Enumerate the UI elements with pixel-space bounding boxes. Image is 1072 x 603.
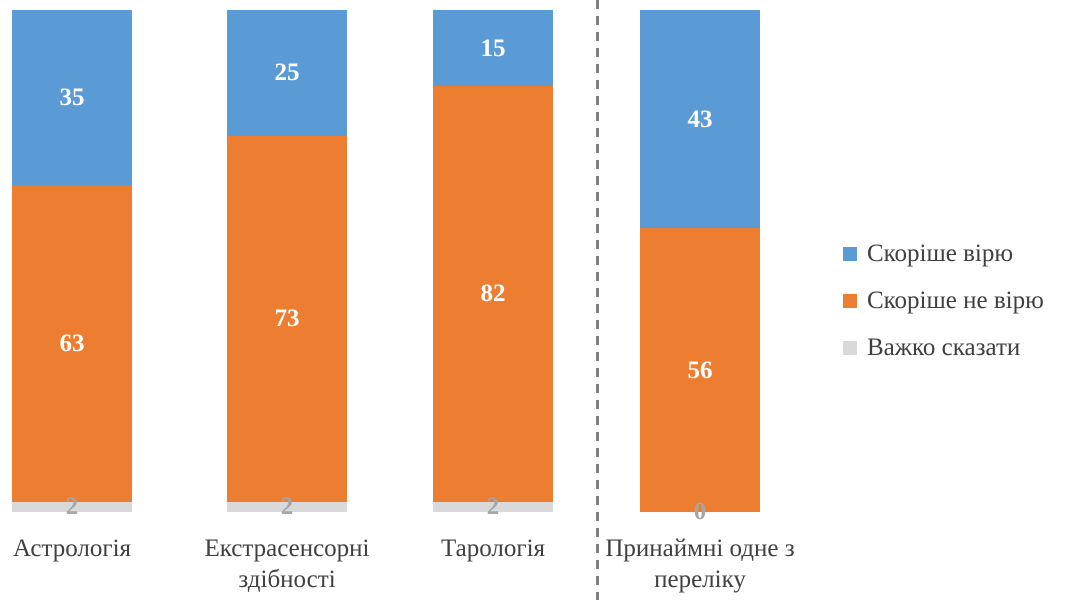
category-label: Екстрасенсорні здібності: [204, 535, 370, 593]
bar-segment: 56: [640, 228, 760, 512]
segment-value-label: 2: [486, 493, 500, 521]
legend-label: Важко сказати: [867, 334, 1021, 361]
bar-column: 43 56 0: [640, 10, 760, 524]
segment-value-label: 15: [480, 34, 506, 62]
category-label: Принаймні одне з переліку: [605, 535, 795, 593]
bar-segment: 2: [227, 494, 347, 519]
bar-segment: 73: [227, 135, 347, 502]
segment-value-label: 82: [480, 280, 506, 308]
bar-segment: 2: [433, 494, 553, 519]
category-label: Астрологія: [12, 535, 132, 562]
bar-segment: 2: [12, 494, 132, 519]
bar-segment: 43: [640, 10, 760, 229]
bar-segment: 15: [433, 10, 553, 87]
segment-value-label: 2: [65, 493, 79, 521]
bar-segment: 63: [12, 185, 132, 502]
legend: Скоріше вірю Скоріше не вірю Важко сказати: [843, 240, 1044, 362]
segment-value-label: 43: [687, 105, 713, 133]
legend-item: Скоріше не вірю: [843, 287, 1044, 315]
segment-value-label: 56: [687, 356, 713, 384]
bar-segment: 25: [227, 10, 347, 136]
legend-label: Скоріше вірю: [867, 240, 1014, 267]
segment-value-label: 35: [59, 84, 85, 112]
bar-segment: 82: [433, 86, 553, 502]
legend-swatch-icon: [843, 341, 857, 355]
segment-value-label: 63: [59, 330, 85, 358]
legend-item: Скоріше вірю: [843, 240, 1044, 268]
segment-value-label: 73: [274, 305, 300, 333]
category-label: Тарологія: [440, 535, 546, 562]
bar-column: 25 73 2: [227, 10, 347, 519]
segment-value-label: 25: [274, 59, 300, 87]
legend-swatch-icon: [843, 294, 857, 308]
segment-value-label: 2: [280, 493, 294, 521]
bar-column: 35 63 2: [12, 10, 132, 519]
segment-value-label: 0: [693, 498, 707, 526]
legend-label: Скоріше не вірю: [867, 287, 1044, 314]
legend-item: Важко сказати: [843, 334, 1044, 362]
bar-segment: 35: [12, 10, 132, 186]
dashed-separator-line: [596, 0, 599, 600]
legend-swatch-icon: [843, 247, 857, 261]
bar-column: 15 82 2: [433, 10, 553, 519]
